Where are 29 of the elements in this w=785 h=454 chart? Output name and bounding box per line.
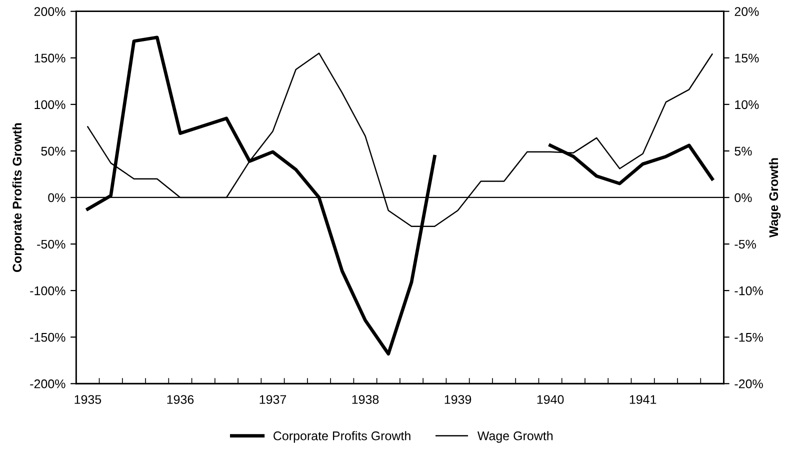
- y2-tick-label: -15%: [734, 332, 763, 342]
- x-tick-label: 1938: [352, 395, 379, 404]
- x-tick-label: 1941: [630, 395, 656, 404]
- x-tick-label: 1935: [74, 395, 102, 404]
- y2-tick-label: 5%: [734, 146, 752, 156]
- y2-tick-label: 15%: [735, 54, 759, 63]
- y2-tick-label: 10%: [735, 100, 759, 110]
- x-tick-label: 1940: [537, 395, 564, 404]
- x-tick-label: 1936: [167, 395, 194, 404]
- y2-tick-label: 20%: [734, 7, 759, 16]
- y-tick-label: 100%: [34, 100, 66, 110]
- y2-tick-label: -5%: [734, 240, 756, 249]
- x-tick-label: 1937: [260, 395, 286, 404]
- legend-label: Wage Growth: [477, 431, 553, 443]
- y-tick-label: -150%: [30, 332, 66, 342]
- y2-axis-title: Wage Growth: [768, 158, 781, 238]
- y-tick-label: 0%: [48, 193, 66, 202]
- y-tick-label: 150%: [34, 54, 66, 63]
- y2-tick-label: -10%: [734, 286, 763, 296]
- x-tick-label: 1939: [444, 395, 472, 404]
- y-axis-title: Corporate Profits Growth: [12, 123, 24, 272]
- y-tick-label: -200%: [30, 379, 66, 388]
- y-tick-label: -50%: [37, 240, 66, 249]
- legend-label: Corporate Profits Growth: [274, 431, 410, 443]
- y-tick-label: -100%: [30, 286, 66, 296]
- y-tick-label: 200%: [34, 7, 66, 16]
- y-tick-label: 50%: [41, 146, 66, 156]
- y2-tick-label: -20%: [734, 379, 763, 388]
- y2-tick-label: 0%: [734, 193, 752, 202]
